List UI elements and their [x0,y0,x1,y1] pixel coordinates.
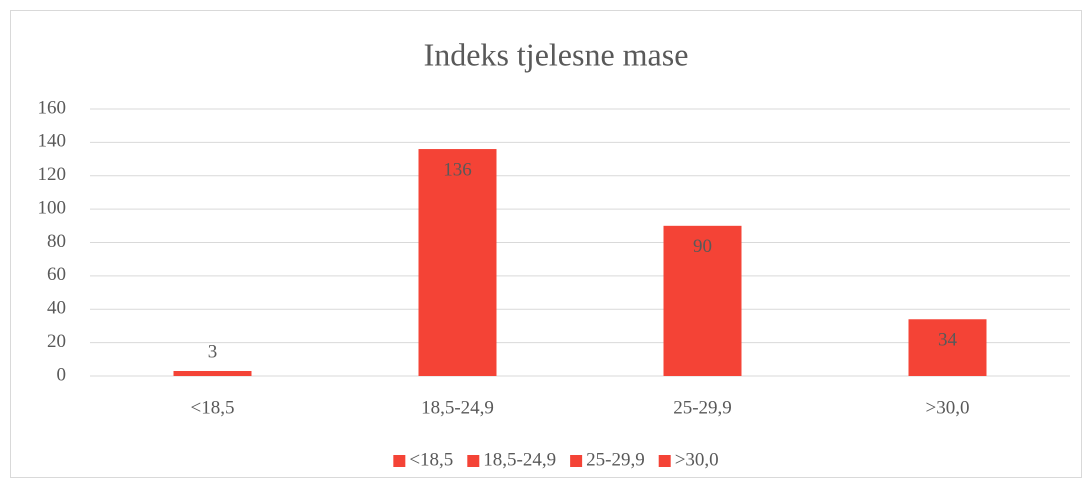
legend-label: 25-29,9 [586,449,645,470]
x-tick-label: 25-29,9 [673,397,732,418]
x-tick-label: >30,0 [926,397,970,418]
y-tick-label: 100 [38,197,67,218]
bar [908,319,987,376]
y-tick-label: 160 [38,97,67,118]
y-tick-label: 140 [38,131,67,152]
legend-label: >30,0 [675,449,719,470]
legend-swatch [658,455,671,467]
x-tick-label: <18,5 [191,397,235,418]
data-label: 34 [938,330,958,351]
legend-label: 18,5-24,9 [483,449,556,470]
bar [418,149,497,376]
chart-border [10,10,1082,478]
y-tick-label: 120 [38,164,67,185]
data-label: 90 [693,236,712,257]
y-tick-label: 80 [47,231,66,252]
legend-swatch [467,455,480,467]
legend-label: <18,5 [409,449,453,470]
y-tick-label: 20 [47,331,66,352]
data-label: 3 [208,341,218,362]
y-tick-label: 40 [47,298,66,319]
bar [173,370,252,376]
legend-swatch [570,455,583,467]
data-label: 136 [443,159,472,180]
legend-swatch [393,455,406,467]
bar [663,225,742,376]
chart-title: Indeks tjelesne mase [424,36,689,72]
y-tick-label: 0 [57,364,67,385]
y-tick-label: 60 [47,264,66,285]
x-tick-label: 18,5-24,9 [421,397,494,418]
